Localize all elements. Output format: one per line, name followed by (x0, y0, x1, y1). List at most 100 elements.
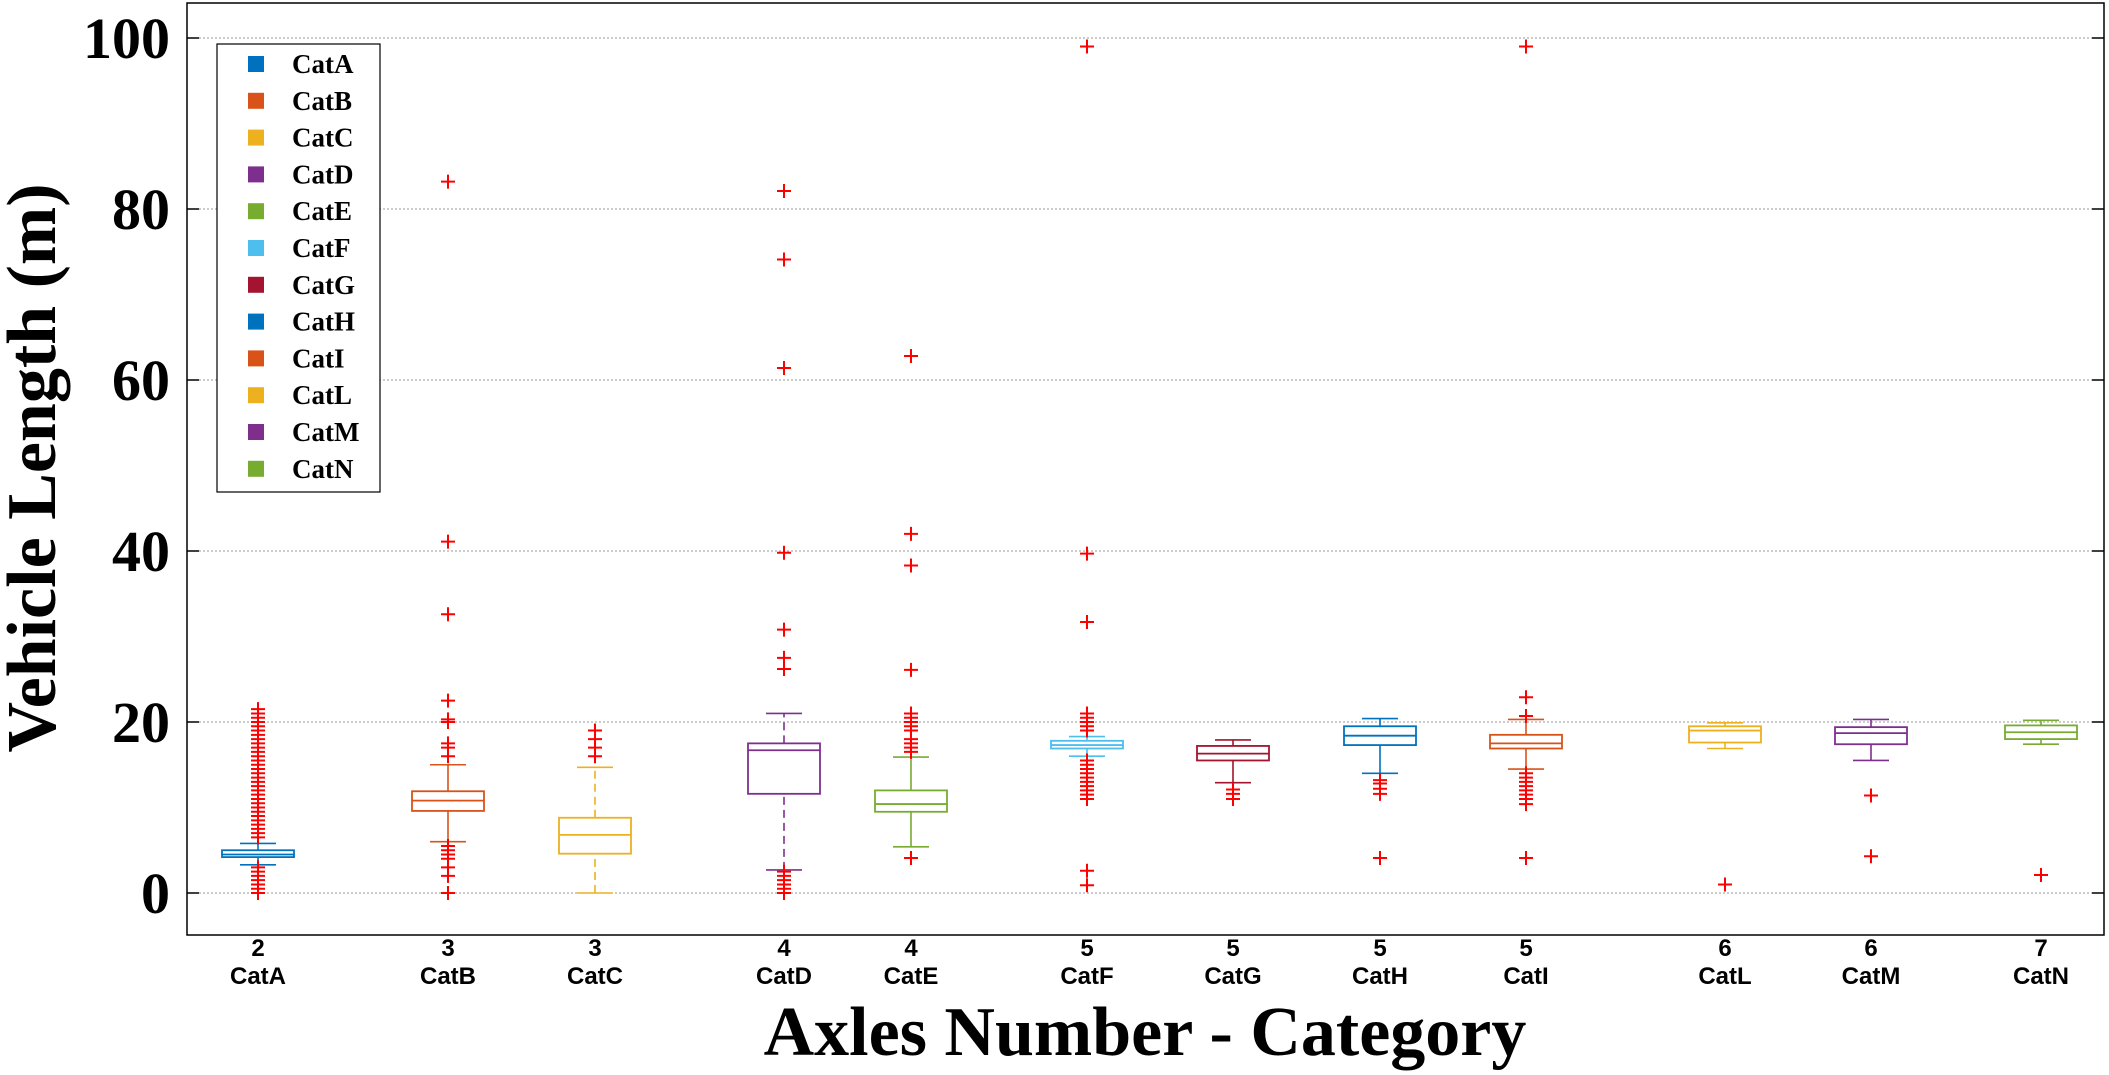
x-tick-axles: 4 (777, 935, 791, 962)
legend-label: CatI (292, 343, 345, 373)
legend-swatch (248, 166, 264, 183)
outlier-marker (904, 558, 918, 573)
x-tick-axles: 2 (251, 935, 264, 962)
legend-label: CatD (292, 159, 354, 189)
iqr-box (1688, 725, 1762, 744)
x-tick-category: CatN (2013, 963, 2069, 990)
x-tick-axles: 3 (588, 935, 601, 962)
grid-lines (187, 37, 2104, 894)
x-tick-category: CatM (1842, 963, 1901, 990)
outlier-marker (251, 702, 265, 717)
outlier-marker (1080, 753, 1094, 768)
legend-swatch (248, 56, 264, 72)
outlier-marker (777, 650, 791, 665)
outlier-marker (1519, 690, 1533, 705)
x-tick-axles: 7 (2034, 935, 2047, 962)
x-axis-ticks: 2CatA3CatB3CatC4CatD4CatE5CatF5CatG5CatH… (230, 935, 2069, 990)
x-tick-category: CatF (1060, 963, 1113, 990)
legend-swatch (248, 92, 264, 109)
outlier-marker (904, 850, 918, 865)
outlier-marker (1080, 614, 1094, 629)
legend-label: CatE (292, 196, 352, 226)
outlier-marker (251, 860, 265, 875)
boxes (221, 712, 2078, 894)
outlier-marker (588, 723, 602, 738)
outlier-marker (2034, 868, 2048, 883)
outlier-marker (1373, 850, 1387, 865)
outlier-marker (777, 622, 791, 637)
outlier-marker (904, 349, 918, 364)
legend-swatch (248, 276, 264, 293)
y-axis-ticks: 0 20 40 60 80 100 (83, 6, 2104, 926)
iqr-box (1834, 726, 1908, 746)
y-tick-label: 40 (112, 519, 170, 584)
legend-swatch (248, 350, 264, 367)
box-catm (1834, 718, 1908, 762)
outlier-marker (441, 736, 455, 751)
legend-swatch (248, 460, 264, 477)
box-catl (1688, 722, 1762, 750)
outlier-marker (904, 526, 918, 541)
outlier-marker (441, 534, 455, 549)
outliers (251, 39, 2048, 900)
x-tick-category: CatL (1698, 963, 1751, 990)
outlier-marker (1226, 782, 1240, 797)
outlier-marker (777, 864, 791, 879)
x-tick-axles: 4 (904, 935, 918, 962)
legend-label: CatF (292, 233, 350, 263)
outlier-marker (441, 838, 455, 853)
outlier-marker (441, 886, 455, 900)
outlier-marker (441, 712, 455, 727)
y-tick-label: 60 (112, 348, 170, 413)
outlier-marker (1519, 766, 1533, 781)
y-tick-label: 100 (83, 6, 170, 71)
outlier-marker (1080, 863, 1094, 878)
box-catd (747, 712, 821, 871)
x-tick-axles: 6 (1718, 935, 1731, 962)
outlier-marker (1080, 39, 1094, 54)
legend-label: CatN (292, 454, 354, 484)
y-tick-label: 80 (112, 177, 170, 242)
outlier-marker (777, 252, 791, 267)
box-cate (874, 756, 948, 848)
legend-label: CatH (292, 307, 355, 337)
outlier-marker (777, 545, 791, 560)
outlier-marker (777, 184, 791, 199)
outlier-marker (1080, 706, 1094, 721)
x-tick-category: CatE (884, 963, 939, 990)
x-tick-axles: 5 (1080, 935, 1093, 962)
outlier-marker (1718, 877, 1732, 892)
outlier-marker (1080, 546, 1094, 561)
y-axis-label: Vehicle Length (m) (0, 183, 71, 752)
x-tick-category: CatH (1352, 963, 1408, 990)
legend-swatch (248, 313, 264, 330)
box-cata (221, 842, 295, 866)
outlier-marker (904, 662, 918, 677)
x-tick-axles: 3 (441, 935, 454, 962)
legend: CatA CatB CatC CatD CatE CatF CatG CatH CatI CatL… (216, 43, 381, 493)
x-tick-axles: 5 (1519, 935, 1532, 962)
outlier-marker (1519, 39, 1533, 54)
outlier-marker (1519, 850, 1533, 865)
y-tick-label: 0 (141, 861, 170, 926)
iqr-box (747, 742, 821, 795)
legend-swatch (248, 387, 264, 404)
legend-label: CatC (292, 123, 354, 153)
outlier-marker (904, 706, 918, 721)
x-axis-label: Axles Number - Category (764, 994, 1527, 1071)
legend-label: CatL (292, 380, 352, 410)
x-tick-axles: 6 (1864, 935, 1877, 962)
legend-swatch (248, 424, 264, 440)
plot-frame (186, 2, 2105, 936)
box-catc (558, 766, 632, 894)
iqr-box (1489, 733, 1563, 750)
outlier-marker (441, 174, 455, 189)
legend-swatch (248, 240, 264, 256)
legend-swatch (248, 203, 264, 220)
outlier-marker (1864, 849, 1878, 864)
x-tick-category: CatA (230, 963, 286, 990)
iqr-box (874, 789, 948, 813)
x-tick-category: CatD (756, 963, 812, 990)
box-catg (1196, 739, 1270, 784)
